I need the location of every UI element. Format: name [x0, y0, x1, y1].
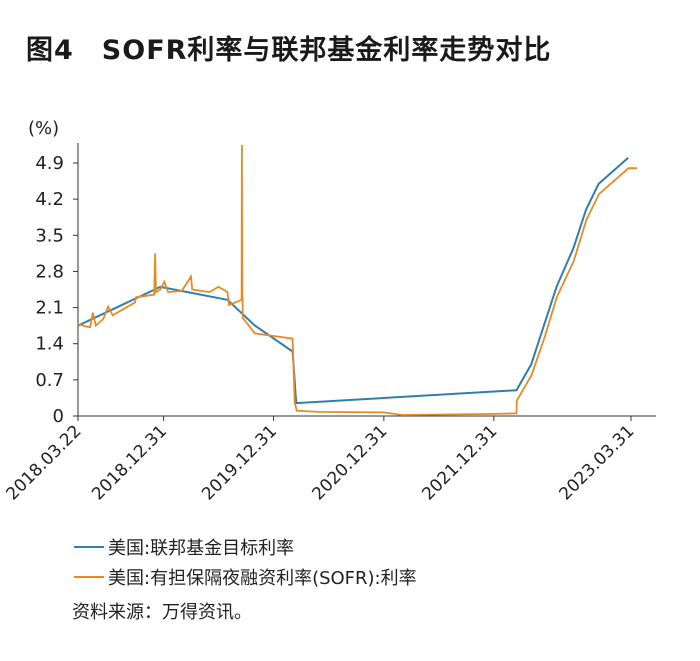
x-tick-label: 2019.12.31 — [198, 421, 281, 504]
legend: 美国:联邦基金目标利率 美国:有担保隔夜融资利率(SOFR):利率 — [74, 532, 417, 592]
y-tick-label: 0.7 — [35, 370, 64, 391]
y-tick-label: 2.8 — [35, 261, 64, 282]
y-tick-label: 3.5 — [35, 225, 64, 246]
x-tick-label: 2018.03.22 — [3, 421, 86, 504]
chart-title: 图4 SOFR利率与联邦基金利率走势对比 — [26, 28, 551, 67]
y-tick-label: 4.9 — [35, 153, 64, 174]
y-tick-label: 4.2 — [35, 189, 64, 210]
legend-swatch-fed-funds — [74, 546, 104, 548]
x-tick-label: 2021.12.31 — [418, 421, 501, 504]
y-axis-label: (%) — [28, 118, 59, 139]
figure-title: SOFR利率与联邦基金利率走势对比 — [101, 35, 552, 66]
y-tick-label: 0 — [53, 406, 64, 427]
y-tick-label: 1.4 — [35, 334, 64, 355]
x-tick-label: 2020.12.31 — [308, 421, 391, 504]
legend-label-fed-funds: 美国:联邦基金目标利率 — [108, 538, 295, 559]
source-note: 资料来源：万得资讯。 — [72, 602, 252, 623]
figure-number: 图4 — [26, 35, 74, 66]
x-tick-label: 2023.03.31 — [556, 421, 639, 504]
series-line-fed-funds — [77, 157, 629, 405]
series-line-sofr — [77, 144, 637, 416]
legend-item-sofr: 美国:有担保隔夜融资利率(SOFR):利率 — [74, 562, 417, 592]
legend-item-fed-funds: 美国:联邦基金目标利率 — [74, 532, 417, 562]
legend-label-sofr: 美国:有担保隔夜融资利率(SOFR):利率 — [108, 568, 417, 589]
x-tick-label: 2018.12.31 — [88, 421, 171, 504]
series-layer — [77, 144, 637, 416]
y-tick-label: 2.1 — [35, 298, 64, 319]
legend-swatch-sofr — [74, 576, 104, 578]
